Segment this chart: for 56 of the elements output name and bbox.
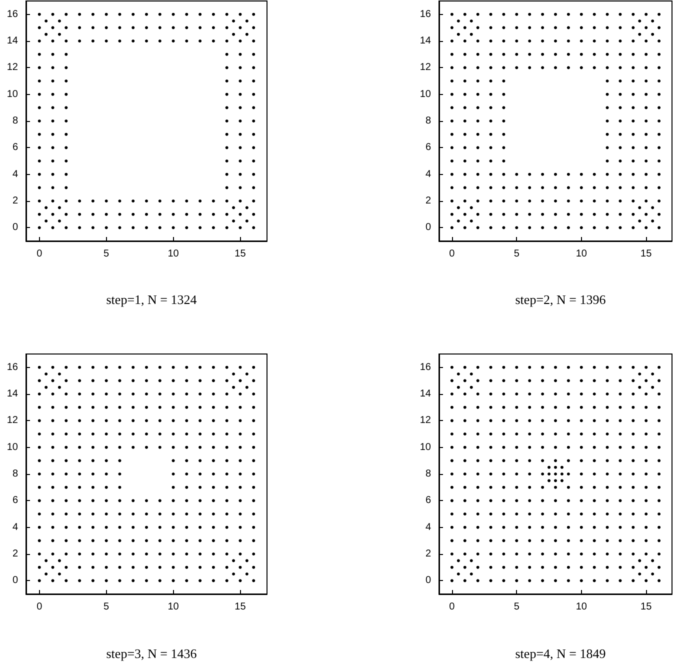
text: step=3, N = 1436 [106, 646, 198, 661]
y-tick-label: 6 [12, 495, 18, 506]
x-tick-label: 0 [449, 602, 456, 612]
y-tick-label: 4 [12, 168, 18, 180]
x-tick-label: 15 [640, 248, 652, 260]
y-tick-label: 16 [420, 8, 432, 20]
y-tick-label: 16 [6, 8, 18, 20]
y-tick-label: 2 [12, 548, 18, 560]
y-tick-label: 8 [425, 116, 432, 126]
text: step=1, N = 1324 [106, 292, 198, 307]
y-tick-label: 8 [12, 116, 18, 126]
x-tick-label: 10 [576, 248, 588, 260]
y-tick-label: 14 [6, 388, 18, 400]
y-tick-label: 4 [425, 522, 432, 533]
y-tick-label: 6 [425, 495, 432, 506]
y-tick-label: 14 [420, 388, 432, 400]
y-tick-label: 6 [12, 142, 18, 154]
y-tick-label: 12 [420, 415, 432, 426]
y-tick-label: 12 [6, 62, 18, 74]
text: step=2, N = 1396 [515, 292, 606, 307]
y-tick-label: 14 [6, 36, 18, 46]
x-tick-label: 10 [168, 602, 180, 612]
x-tick-label: 10 [576, 602, 588, 612]
y-tick-label: 10 [6, 442, 18, 453]
y-tick-label: 0 [425, 222, 432, 234]
x-tick-label: 0 [449, 248, 456, 260]
y-tick-label: 10 [420, 88, 432, 100]
y-tick-label: 8 [12, 468, 18, 480]
x-tick-label: 15 [640, 602, 652, 612]
x-tick-label: 0 [36, 248, 43, 260]
y-tick-label: 8 [425, 468, 432, 480]
y-tick-label: 4 [12, 522, 18, 533]
y-tick-label: 0 [425, 575, 432, 586]
y-tick-label: 10 [420, 442, 432, 453]
y-tick-label: 16 [420, 362, 432, 373]
text: step=4, N = 1849 [515, 646, 606, 661]
y-tick-label: 0 [12, 222, 18, 234]
x-tick-label: 10 [168, 248, 180, 260]
y-tick-label: 12 [6, 415, 18, 426]
y-tick-label: 14 [420, 36, 432, 46]
x-tick-label: 0 [36, 602, 43, 612]
y-tick-label: 4 [425, 168, 432, 180]
y-tick-label: 6 [425, 142, 432, 154]
x-tick-label: 5 [104, 248, 110, 260]
x-tick-label: 5 [104, 602, 110, 612]
y-tick-label: 0 [12, 575, 18, 586]
y-tick-label: 10 [6, 88, 18, 100]
x-tick-label: 5 [514, 602, 520, 612]
y-tick-label: 2 [425, 196, 432, 206]
x-tick-label: 15 [234, 602, 246, 612]
y-tick-label: 2 [425, 548, 432, 560]
y-tick-label: 16 [6, 362, 18, 373]
y-tick-label: 2 [12, 196, 18, 206]
y-tick-label: 12 [420, 62, 432, 74]
x-tick-label: 5 [514, 248, 520, 260]
x-tick-label: 15 [234, 248, 246, 260]
